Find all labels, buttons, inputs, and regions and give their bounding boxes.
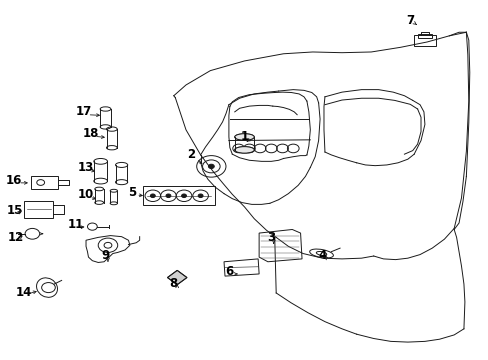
Bar: [31, 176, 58, 189]
Text: 9: 9: [101, 249, 109, 262]
Text: 3: 3: [267, 231, 275, 244]
Text: 13: 13: [78, 161, 94, 174]
Text: 16: 16: [6, 174, 22, 186]
Text: 15: 15: [7, 204, 23, 217]
Bar: [417, 34, 431, 38]
Text: 8: 8: [169, 278, 178, 291]
Ellipse shape: [234, 134, 254, 140]
Text: 2: 2: [186, 148, 195, 161]
Bar: [143, 186, 215, 205]
Circle shape: [198, 194, 203, 198]
Text: 18: 18: [82, 127, 99, 140]
Text: 10: 10: [78, 188, 94, 201]
Circle shape: [181, 194, 186, 198]
Circle shape: [150, 194, 155, 198]
Text: 1: 1: [240, 130, 248, 144]
Circle shape: [165, 194, 170, 198]
Text: 11: 11: [68, 218, 84, 231]
Text: 17: 17: [75, 105, 92, 118]
Bar: [24, 201, 53, 218]
Text: 6: 6: [225, 265, 234, 278]
Text: 12: 12: [7, 231, 23, 244]
Bar: [413, 35, 435, 46]
Text: 4: 4: [318, 249, 326, 262]
Text: 14: 14: [16, 287, 32, 300]
Text: 7: 7: [406, 14, 413, 27]
Polygon shape: [167, 270, 186, 285]
Ellipse shape: [234, 147, 254, 153]
Circle shape: [208, 164, 214, 168]
Text: 5: 5: [128, 186, 136, 199]
